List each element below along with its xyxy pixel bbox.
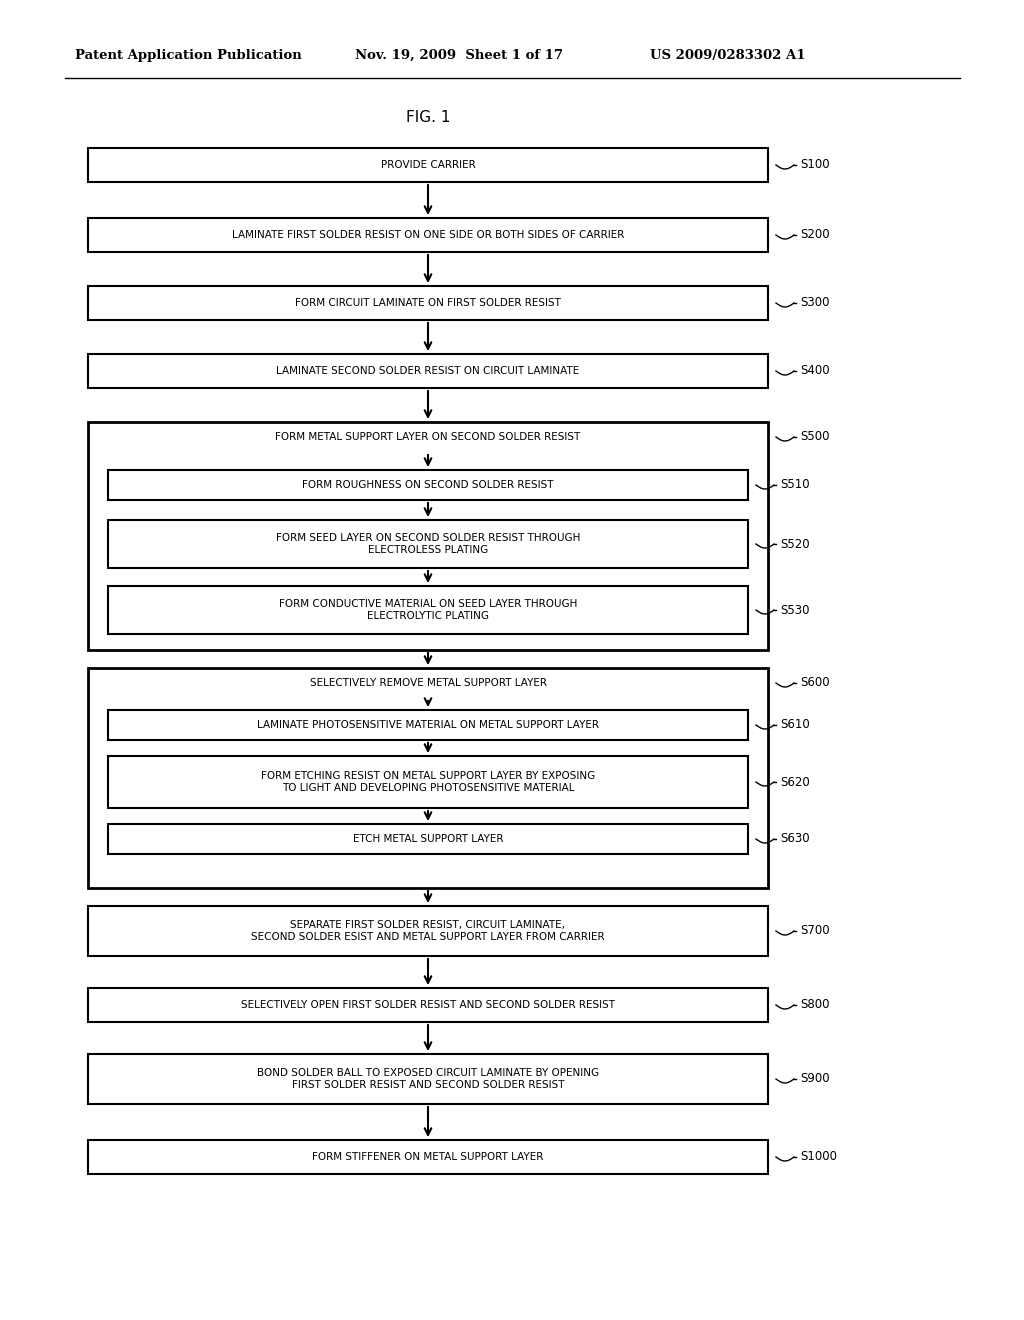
Text: FORM CONDUCTIVE MATERIAL ON SEED LAYER THROUGH
ELECTROLYTIC PLATING: FORM CONDUCTIVE MATERIAL ON SEED LAYER T… (279, 599, 578, 620)
Text: S600: S600 (800, 676, 829, 689)
Bar (88, 668, 768, 888)
Text: S300: S300 (800, 297, 829, 309)
Bar (88, 906, 768, 956)
Text: S620: S620 (780, 776, 810, 788)
Bar (108, 586, 748, 634)
Bar (88, 148, 768, 182)
Text: FORM ETCHING RESIST ON METAL SUPPORT LAYER BY EXPOSING
TO LIGHT AND DEVELOPING P: FORM ETCHING RESIST ON METAL SUPPORT LAY… (261, 771, 595, 793)
Bar (88, 1140, 768, 1173)
Text: S800: S800 (800, 998, 829, 1011)
Text: S510: S510 (780, 479, 810, 491)
Text: Nov. 19, 2009  Sheet 1 of 17: Nov. 19, 2009 Sheet 1 of 17 (355, 49, 563, 62)
Text: FORM ROUGHNESS ON SECOND SOLDER RESIST: FORM ROUGHNESS ON SECOND SOLDER RESIST (302, 480, 554, 490)
Bar (108, 520, 748, 568)
Text: PROVIDE CARRIER: PROVIDE CARRIER (381, 160, 475, 170)
Text: US 2009/0283302 A1: US 2009/0283302 A1 (650, 49, 806, 62)
Bar (88, 286, 768, 319)
Text: LAMINATE SECOND SOLDER RESIST ON CIRCUIT LAMINATE: LAMINATE SECOND SOLDER RESIST ON CIRCUIT… (276, 366, 580, 376)
Text: FORM CIRCUIT LAMINATE ON FIRST SOLDER RESIST: FORM CIRCUIT LAMINATE ON FIRST SOLDER RE… (295, 298, 561, 308)
Bar (88, 422, 768, 649)
Bar (88, 218, 768, 252)
Text: S530: S530 (780, 603, 810, 616)
Bar (108, 824, 748, 854)
Text: S900: S900 (800, 1072, 829, 1085)
Text: S1000: S1000 (800, 1151, 837, 1163)
Bar (108, 470, 748, 500)
Bar (108, 710, 748, 741)
Text: S700: S700 (800, 924, 829, 937)
Bar (88, 354, 768, 388)
Text: S500: S500 (800, 430, 829, 444)
Text: LAMINATE FIRST SOLDER RESIST ON ONE SIDE OR BOTH SIDES OF CARRIER: LAMINATE FIRST SOLDER RESIST ON ONE SIDE… (231, 230, 625, 240)
Text: BOND SOLDER BALL TO EXPOSED CIRCUIT LAMINATE BY OPENING
FIRST SOLDER RESIST AND : BOND SOLDER BALL TO EXPOSED CIRCUIT LAMI… (257, 1068, 599, 1090)
Text: S610: S610 (780, 718, 810, 731)
Text: S520: S520 (780, 537, 810, 550)
Text: ETCH METAL SUPPORT LAYER: ETCH METAL SUPPORT LAYER (352, 834, 503, 843)
Bar (108, 756, 748, 808)
Text: FORM STIFFENER ON METAL SUPPORT LAYER: FORM STIFFENER ON METAL SUPPORT LAYER (312, 1152, 544, 1162)
Text: FORM METAL SUPPORT LAYER ON SECOND SOLDER RESIST: FORM METAL SUPPORT LAYER ON SECOND SOLDE… (275, 432, 581, 442)
Text: SEPARATE FIRST SOLDER RESIST, CIRCUIT LAMINATE,
SECOND SOLDER ESIST AND METAL SU: SEPARATE FIRST SOLDER RESIST, CIRCUIT LA… (251, 920, 605, 941)
Text: S400: S400 (800, 364, 829, 378)
Text: FIG. 1: FIG. 1 (406, 111, 451, 125)
Text: FORM SEED LAYER ON SECOND SOLDER RESIST THROUGH
ELECTROLESS PLATING: FORM SEED LAYER ON SECOND SOLDER RESIST … (275, 533, 581, 554)
Text: S200: S200 (800, 228, 829, 242)
Text: S630: S630 (780, 833, 810, 846)
Text: Patent Application Publication: Patent Application Publication (75, 49, 302, 62)
Text: LAMINATE PHOTOSENSITIVE MATERIAL ON METAL SUPPORT LAYER: LAMINATE PHOTOSENSITIVE MATERIAL ON META… (257, 719, 599, 730)
Text: S100: S100 (800, 158, 829, 172)
Text: SELECTIVELY OPEN FIRST SOLDER RESIST AND SECOND SOLDER RESIST: SELECTIVELY OPEN FIRST SOLDER RESIST AND… (241, 1001, 615, 1010)
Bar (88, 987, 768, 1022)
Text: SELECTIVELY REMOVE METAL SUPPORT LAYER: SELECTIVELY REMOVE METAL SUPPORT LAYER (309, 678, 547, 688)
Bar (88, 1053, 768, 1104)
